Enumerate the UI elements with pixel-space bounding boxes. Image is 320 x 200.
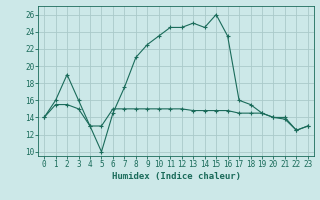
X-axis label: Humidex (Indice chaleur): Humidex (Indice chaleur)	[111, 172, 241, 181]
